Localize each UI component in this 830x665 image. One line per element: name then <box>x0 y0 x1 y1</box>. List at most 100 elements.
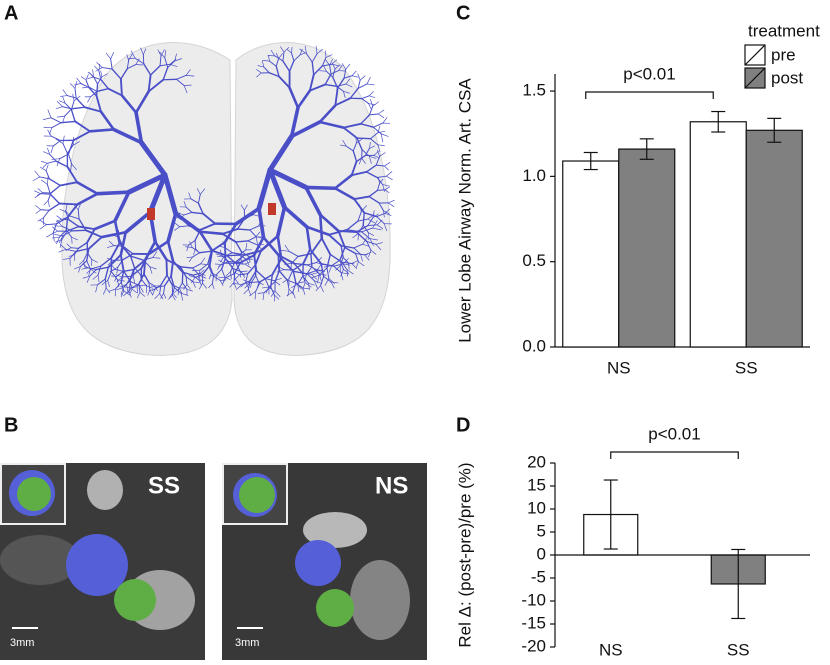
vessel <box>275 65 280 78</box>
vessel <box>311 272 318 275</box>
vessel <box>163 285 166 294</box>
vessel <box>333 265 342 274</box>
vessel <box>70 247 79 249</box>
vessel <box>375 164 385 167</box>
vessel <box>55 216 69 225</box>
vessel <box>123 290 130 296</box>
vessel <box>288 269 294 280</box>
vessel <box>120 281 125 292</box>
vessel <box>376 175 387 178</box>
vessel <box>358 157 363 165</box>
vessel <box>268 281 276 288</box>
vessel <box>368 95 376 98</box>
vessel <box>69 83 76 89</box>
vessel <box>39 224 47 230</box>
vessel <box>174 53 177 62</box>
vessel <box>60 120 76 124</box>
vessel <box>377 144 381 153</box>
vessel <box>293 54 301 62</box>
vessel <box>56 158 61 167</box>
vessel <box>70 106 86 110</box>
vessel <box>377 144 385 147</box>
vessel <box>345 83 353 88</box>
vessel <box>345 145 354 152</box>
vessel <box>375 155 381 166</box>
vessel <box>255 231 261 238</box>
vessel <box>72 130 91 142</box>
vessel <box>170 260 174 278</box>
vessel <box>215 253 223 257</box>
vessel <box>277 254 281 272</box>
vessel <box>199 222 217 231</box>
vessel <box>120 283 127 288</box>
vessel <box>41 179 48 185</box>
vessel <box>182 271 194 276</box>
vessel <box>302 272 306 284</box>
vessel <box>296 283 302 290</box>
vessel <box>32 176 40 182</box>
vessel <box>65 204 68 213</box>
vessel <box>160 292 164 299</box>
vessel <box>177 288 180 296</box>
vessel <box>265 286 270 294</box>
vessel <box>349 87 359 99</box>
vessel <box>255 269 266 280</box>
vessel <box>66 95 77 99</box>
vessel <box>107 254 122 269</box>
vessel <box>268 72 280 78</box>
vessel <box>56 236 60 245</box>
vessel <box>136 279 143 288</box>
significance-bracket <box>610 451 739 459</box>
vessel <box>68 219 80 228</box>
vessel <box>250 281 252 288</box>
vessel <box>382 184 390 187</box>
vessel <box>37 192 44 196</box>
vessel <box>92 76 102 81</box>
vessel <box>147 289 151 296</box>
vessel <box>223 222 238 244</box>
vessel <box>81 76 87 81</box>
vessel <box>293 262 309 266</box>
vessel <box>59 95 68 97</box>
vessel <box>304 185 337 191</box>
vessel <box>143 48 147 55</box>
vessel <box>86 247 90 262</box>
vessel <box>106 257 114 261</box>
vessel <box>82 275 91 279</box>
vessel <box>283 47 290 53</box>
vessel <box>192 273 201 276</box>
vessel <box>270 49 276 57</box>
vessel <box>86 275 91 283</box>
vessel <box>362 237 368 245</box>
vessel <box>267 167 287 210</box>
blob <box>87 470 123 510</box>
vessel <box>254 290 257 300</box>
y-tick-label: 0 <box>537 544 546 563</box>
airway <box>316 589 354 627</box>
vessel <box>83 106 102 113</box>
vessel <box>95 95 102 113</box>
vessel <box>65 247 72 251</box>
y-tick-label: 10 <box>527 498 546 517</box>
vessel <box>186 284 191 290</box>
vessel <box>318 273 327 276</box>
vessel <box>147 78 165 93</box>
vessel <box>263 66 270 74</box>
vessel <box>122 268 135 272</box>
vessel <box>308 73 315 92</box>
vessel <box>314 280 323 284</box>
ct-image: SS 3mm <box>0 463 205 660</box>
vessel <box>325 59 331 66</box>
x-tick-label: SS <box>735 358 758 377</box>
vessel <box>384 186 390 191</box>
vessel <box>262 236 280 257</box>
vessel <box>113 219 121 245</box>
vessel <box>119 77 123 97</box>
vessel <box>337 230 358 234</box>
vessel <box>67 139 75 155</box>
vessel <box>35 209 42 214</box>
vessel <box>149 266 157 270</box>
vessel <box>179 214 185 220</box>
vessel <box>122 245 134 255</box>
vessel <box>48 178 61 187</box>
